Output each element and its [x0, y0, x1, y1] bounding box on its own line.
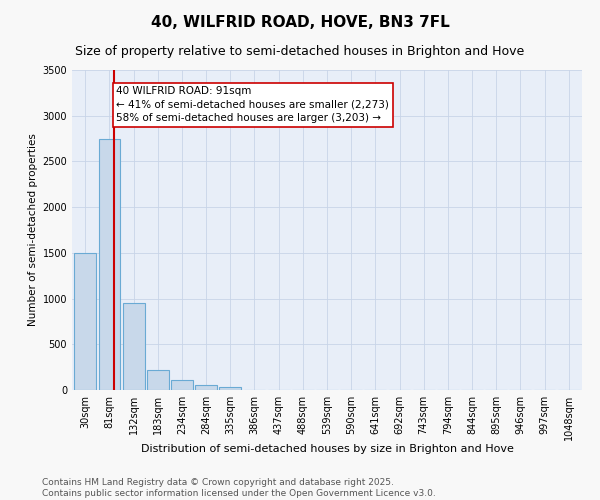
Bar	[220, 388, 241, 390]
Bar	[147, 370, 169, 390]
Text: 40, WILFRID ROAD, HOVE, BN3 7FL: 40, WILFRID ROAD, HOVE, BN3 7FL	[151, 15, 449, 30]
Text: Contains HM Land Registry data © Crown copyright and database right 2025.
Contai: Contains HM Land Registry data © Crown c…	[42, 478, 436, 498]
Y-axis label: Number of semi-detached properties: Number of semi-detached properties	[28, 134, 38, 326]
Text: Size of property relative to semi-detached houses in Brighton and Hove: Size of property relative to semi-detach…	[76, 45, 524, 58]
Bar	[123, 303, 145, 390]
Bar	[98, 138, 121, 390]
Text: 40 WILFRID ROAD: 91sqm
← 41% of semi-detached houses are smaller (2,273)
58% of : 40 WILFRID ROAD: 91sqm ← 41% of semi-det…	[116, 86, 389, 123]
X-axis label: Distribution of semi-detached houses by size in Brighton and Hove: Distribution of semi-detached houses by …	[140, 444, 514, 454]
Bar	[74, 253, 96, 390]
Bar	[195, 384, 217, 390]
Bar	[171, 380, 193, 390]
